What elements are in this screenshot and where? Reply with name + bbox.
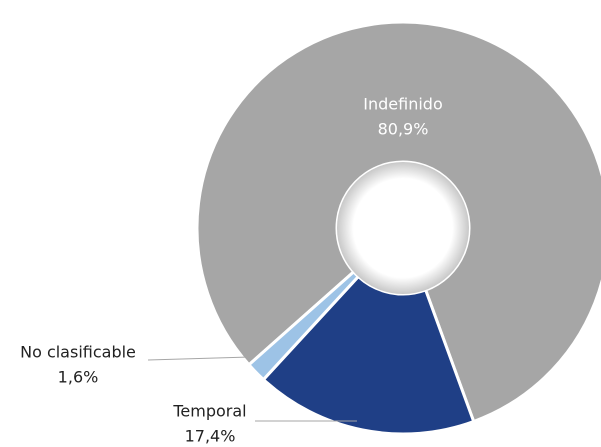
donut-hole — [337, 162, 469, 294]
category-label: No clasificable — [20, 343, 136, 362]
value-label: 80,9% — [378, 120, 429, 139]
category-label: Indefinido — [363, 95, 442, 114]
category-label: Temporal — [172, 402, 246, 421]
value-label: 1,6% — [58, 368, 99, 387]
pie-slice — [261, 274, 476, 436]
value-label: 17,4% — [185, 427, 236, 446]
leader-line — [147, 356, 251, 361]
